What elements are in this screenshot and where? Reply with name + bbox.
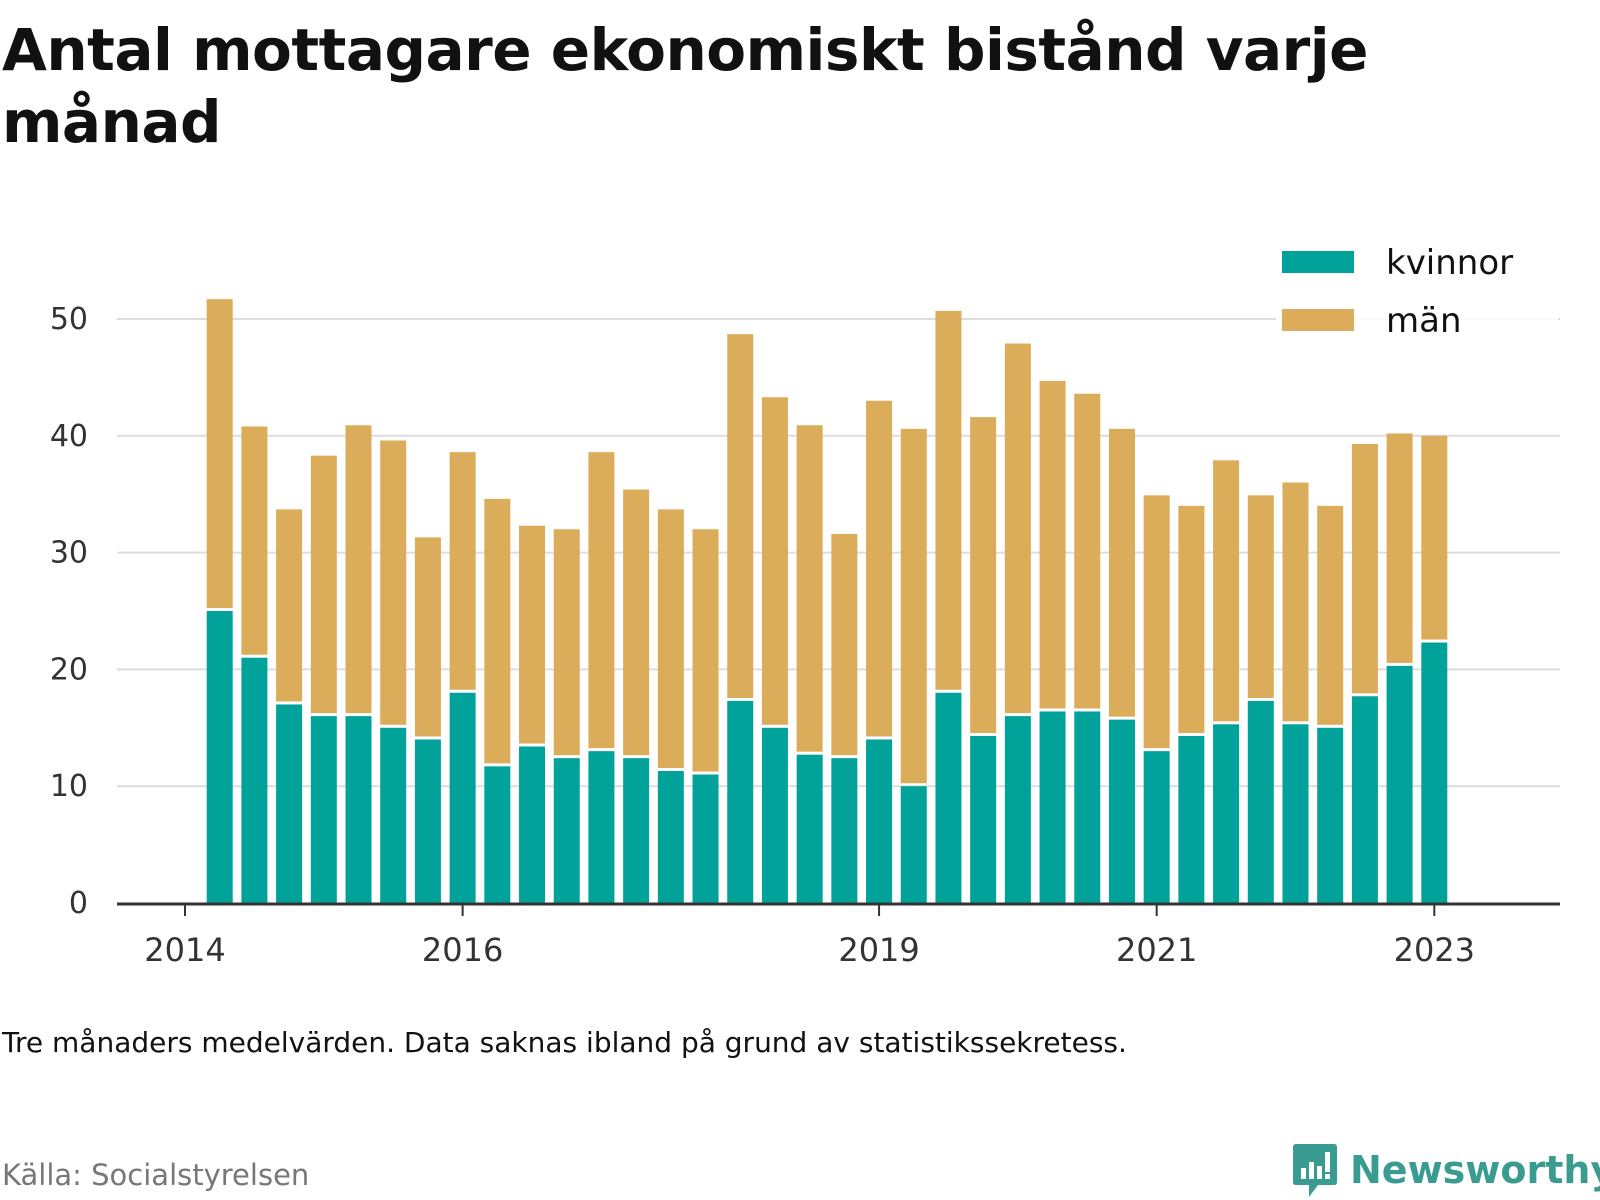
- bar-man: [1213, 460, 1240, 722]
- bar-kvinnor: [1386, 665, 1413, 903]
- bar-kvinnor: [1282, 724, 1309, 903]
- bar-kvinnor: [588, 751, 615, 903]
- bar-kvinnor: [1317, 727, 1344, 903]
- bar-man: [796, 425, 823, 752]
- x-tick-label: 2014: [144, 931, 225, 969]
- legend-label: kvinnor: [1386, 243, 1513, 283]
- x-tick-label: 2023: [1394, 931, 1475, 969]
- chart-title: Antal mottagare ekonomiskt bistånd varje…: [2, 16, 1369, 156]
- bar-kvinnor: [380, 727, 407, 903]
- bar-kvinnor: [1143, 751, 1170, 903]
- bar-kvinnor: [831, 758, 858, 903]
- bar-man: [1178, 505, 1205, 733]
- bar-kvinnor: [1039, 711, 1066, 903]
- x-tick-label: 2016: [422, 931, 503, 969]
- bar-man: [1386, 433, 1413, 663]
- bar-man: [1421, 435, 1448, 640]
- bar-man: [519, 525, 546, 744]
- bar-kvinnor: [796, 754, 823, 903]
- x-tick-label: 2019: [838, 931, 919, 969]
- bar-man: [310, 455, 337, 714]
- legend-swatch: [1282, 251, 1354, 273]
- y-tick-label: 50: [50, 302, 88, 337]
- bar-kvinnor: [345, 716, 372, 903]
- y-tick-label: 0: [69, 886, 88, 921]
- bar-man: [553, 529, 580, 756]
- bar-kvinnor: [657, 771, 684, 903]
- bar-man: [935, 310, 962, 690]
- bar-man: [449, 452, 476, 690]
- brand-name: Newsworthy: [1350, 1148, 1600, 1192]
- bar-kvinnor: [900, 786, 927, 903]
- bar-man: [414, 537, 441, 737]
- bars: [206, 299, 1448, 903]
- bar-man: [831, 533, 858, 756]
- bar-kvinnor: [1421, 642, 1448, 903]
- bar-kvinnor: [414, 739, 441, 903]
- bar-man: [657, 509, 684, 769]
- bar-kvinnor: [310, 716, 337, 903]
- bar-kvinnor: [866, 739, 893, 903]
- bar-man: [1317, 505, 1344, 725]
- bar-man: [345, 425, 372, 714]
- bar-man: [1351, 443, 1378, 694]
- chart-note: Tre månaders medelvärden. Data saknas ib…: [2, 1026, 1127, 1059]
- bar-kvinnor: [727, 700, 754, 903]
- bar-kvinnor: [1351, 696, 1378, 903]
- x-tick-label: 2021: [1116, 931, 1197, 969]
- bar-man: [1074, 393, 1101, 709]
- bar-kvinnor: [241, 657, 268, 903]
- bar-kvinnor: [1108, 719, 1135, 903]
- stacked-bar-chart: 0 10 20 30 40 50 2014 2016 2019 2021 2023 män kvinn…: [49, 238, 1560, 969]
- bar-kvinnor: [553, 758, 580, 903]
- bar-man: [970, 417, 997, 733]
- bar-kvinnor: [692, 774, 719, 903]
- bar-man: [1247, 495, 1274, 698]
- bar-man: [692, 529, 719, 772]
- legend-label: män: [1386, 301, 1462, 341]
- legend-swatch: [1282, 309, 1354, 331]
- axes: 0 10 20 30 40 50 2014 2016 2019 2021 2023: [50, 302, 1560, 969]
- newsworthy-icon: [1293, 1144, 1337, 1197]
- bar-kvinnor: [484, 766, 511, 903]
- y-tick-label: 40: [50, 419, 88, 454]
- bar-kvinnor: [1004, 716, 1031, 903]
- bar-kvinnor: [761, 727, 788, 903]
- bar-kvinnor: [935, 692, 962, 903]
- bar-man: [206, 299, 233, 608]
- bar-man: [588, 452, 615, 749]
- bar-man: [276, 509, 303, 702]
- y-tick-label: 30: [50, 536, 88, 571]
- bar-man: [727, 334, 754, 698]
- legend: män kvinnor: [1276, 238, 1558, 350]
- brand-logo: Newsworthy: [1292, 1142, 1600, 1198]
- source-credit: Källa: Socialstyrelsen: [2, 1158, 310, 1192]
- y-tick-label: 20: [50, 652, 88, 687]
- bar-kvinnor: [1213, 724, 1240, 903]
- bar-man: [1108, 428, 1135, 717]
- bar-kvinnor: [276, 704, 303, 903]
- bar-kvinnor: [1247, 700, 1274, 903]
- bar-kvinnor: [1178, 735, 1205, 903]
- bar-man: [1004, 343, 1031, 714]
- bar-kvinnor: [970, 735, 997, 903]
- bar-man: [900, 428, 927, 784]
- y-tick-label: 10: [50, 769, 88, 804]
- bar-kvinnor: [206, 611, 233, 903]
- bar-kvinnor: [623, 758, 650, 903]
- bar-kvinnor: [449, 692, 476, 903]
- bar-man: [761, 397, 788, 725]
- bar-man: [484, 498, 511, 764]
- bar-man: [1282, 482, 1309, 722]
- bar-man: [380, 440, 407, 725]
- bar-man: [1039, 380, 1066, 709]
- bar-kvinnor: [1074, 711, 1101, 903]
- bar-man: [623, 489, 650, 756]
- bar-man: [866, 400, 893, 737]
- bar-man: [1143, 495, 1170, 749]
- bar-kvinnor: [519, 746, 546, 903]
- bar-man: [241, 426, 268, 655]
